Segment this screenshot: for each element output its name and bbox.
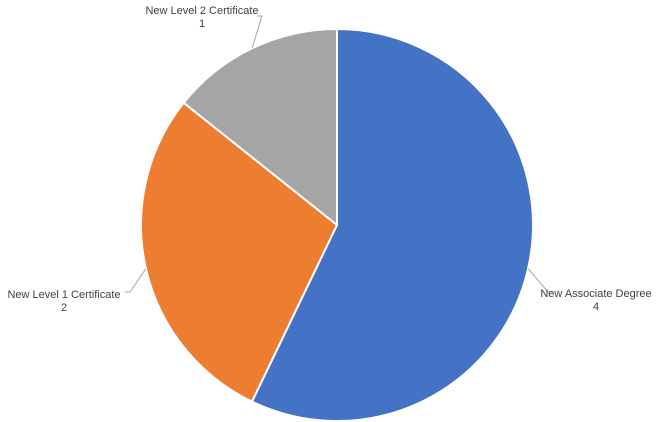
leader-line-new-level-1-certificate	[125, 268, 147, 293]
label-name-new-level-1-certificate: New Level 1 Certificate	[7, 289, 120, 301]
leader-line-new-associate-degree	[527, 268, 553, 293]
pie-slice-new-associate-degree	[250, 28, 534, 422]
pie-slices	[140, 28, 534, 422]
leader-line-new-level-2-certificate	[251, 15, 263, 49]
label-new-level-2-certificate: New Level 2 Certificate 1	[145, 5, 258, 30]
label-name-new-associate-degree: New Associate Degree	[540, 288, 651, 300]
leader-lines	[125, 15, 553, 293]
pie-slice-new-level-1-certificate	[140, 101, 338, 403]
label-value-new-level-2-certificate: 1	[199, 18, 205, 30]
label-name-new-level-2-certificate: New Level 2 Certificate	[145, 5, 258, 17]
label-value-new-level-1-certificate: 2	[61, 302, 67, 314]
label-value-new-associate-degree: 4	[593, 301, 599, 313]
label-new-level-1-certificate: New Level 1 Certificate 2	[7, 289, 120, 314]
label-new-associate-degree: New Associate Degree 4	[540, 288, 651, 313]
pie-slice-new-level-2-certificate	[182, 28, 338, 226]
